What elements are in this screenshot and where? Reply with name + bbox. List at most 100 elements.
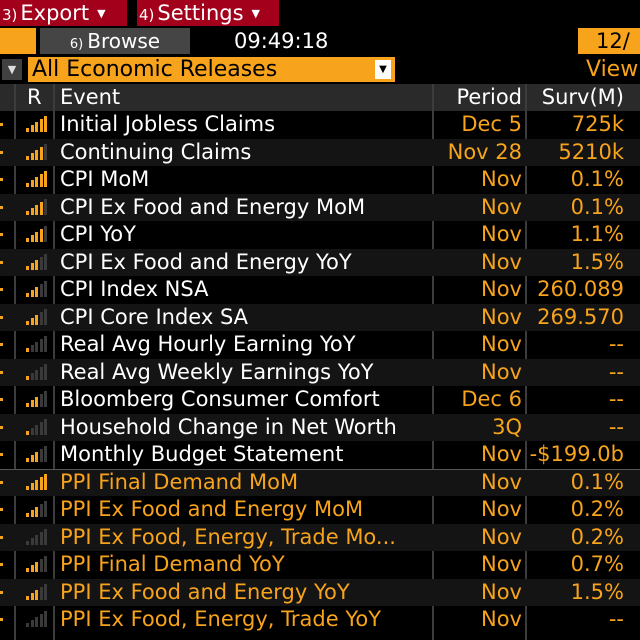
relevance-bar [30,537,34,545]
release-filter-dropdown[interactable]: All Economic Releases ▼ [28,57,395,82]
table-row[interactable]: Monthly Budget Statement Nov -$199.0b [0,441,640,469]
event-name: Continuing Claims [60,139,252,164]
relevance-bar [35,507,38,517]
relevance-bar [26,375,29,380]
relevance-bar [44,556,47,572]
relevance-bars-icon [26,336,48,352]
relevance-bar [30,235,34,242]
event-period: Nov [481,359,522,384]
table-row[interactable]: Initial Jobless Claims Dec 5 725k [0,111,640,139]
event-period: Nov [481,194,522,219]
relevance-bar [35,149,38,160]
relevance-bar [30,290,34,297]
group-divider [0,469,640,470]
relevance-bar [35,204,38,215]
table-row[interactable]: CPI MoM Nov 0.1% [0,166,640,194]
event-survey: 0.7% [570,552,624,576]
relevance-bar [30,317,34,325]
browse-label: Browse [87,29,161,53]
relevance-bar [30,565,34,572]
export-menu-button[interactable]: 3) Export ▼ [0,0,127,26]
table-row[interactable]: Continuing Claims Nov 28 5210k [0,138,640,166]
relevance-bar [35,314,38,325]
table-row[interactable]: PPI Final Demand YoY Nov 0.7% [0,551,640,579]
relevance-bar [30,152,34,160]
relevance-bar [26,183,29,187]
relevance-bar [26,155,29,160]
relevance-bar [39,504,43,517]
export-label: Export [20,1,90,25]
toolbar-action-button[interactable] [0,28,36,54]
table-row[interactable]: CPI YoY Nov 1.1% [0,221,640,249]
table-row[interactable]: Bloomberg Consumer Comfort Dec 6 -- [0,386,640,414]
event-period: Nov [481,552,522,576]
relevance-bar [26,430,29,435]
table-row[interactable]: Real Avg Weekly Earnings YoY Nov -- [0,358,640,386]
event-survey: 0.1% [570,194,624,219]
event-name: PPI Ex Food and Energy YoY [60,579,350,604]
relevance-bar [26,513,29,517]
relevance-bar [44,473,47,490]
export-hotkey: 3) [2,6,18,24]
relevance-bar [39,284,43,297]
event-survey: 725k [571,112,624,136]
row-marker [0,398,3,401]
event-period: Dec 5 [461,112,522,136]
table-row[interactable]: CPI Ex Food and Energy MoM Nov 0.1% [0,193,640,221]
column-header-event[interactable]: Event [60,85,121,109]
settings-menu-button[interactable]: 4) Settings ▼ [137,0,279,26]
column-header-period[interactable]: Period [456,85,522,109]
table-row[interactable]: PPI Ex Food and Energy MoM Nov 0.2% [0,496,640,524]
relevance-bar [44,198,47,215]
table-row[interactable]: Household Change in Net Worth 3Q -- [0,413,640,441]
event-name: PPI Ex Food, Energy, Trade YoY [60,607,382,631]
chevron-down-icon[interactable]: ▼ [375,60,391,79]
relevance-bars-icon [26,363,48,380]
table-row[interactable]: PPI Ex Food, Energy, Trade YoY Nov -- [0,606,640,634]
date-field[interactable]: 12/ [578,28,640,54]
column-header-r[interactable]: R [27,85,42,109]
row-marker [0,535,3,539]
table-row[interactable]: Real Avg Hourly Earning YoY Nov -- [0,331,640,359]
relevance-bars-icon [26,473,48,490]
event-period: Nov [481,332,522,356]
relevance-bar [39,394,43,407]
table-header: R Event Period Surv(M) [0,84,640,111]
row-marker [0,123,3,126]
event-period: Dec 6 [461,387,522,411]
relevance-bar [26,320,29,325]
relevance-bar [26,403,29,407]
event-period: Nov [481,304,522,329]
relevance-bar [39,559,43,572]
event-name: PPI Ex Food, Energy, Trade Mo... [60,524,396,549]
relevance-bar [44,253,47,270]
table-row[interactable]: CPI Core Index SA Nov 269.570 [0,303,640,331]
relevance-bar [39,531,43,545]
event-name: CPI YoY [60,222,136,246]
event-survey: -- [608,359,624,384]
relevance-bar [44,363,47,380]
relevance-bar [44,583,47,600]
relevance-bar [39,449,43,462]
relevance-bar [35,534,38,545]
relevance-bar [26,458,29,462]
view-button[interactable]: View [586,57,639,82]
event-survey: 1.5% [570,579,624,604]
event-period: Nov [481,607,522,631]
relevance-bar [44,116,47,132]
table-row[interactable]: PPI Ex Food and Energy YoY Nov 1.5% [0,578,640,606]
table-row[interactable]: PPI Ex Food, Energy, Trade Mo... Nov 0.2% [0,523,640,551]
event-period: Nov [481,277,522,301]
column-header-survey[interactable]: Surv(M) [541,85,624,109]
table-row[interactable]: CPI Index NSA Nov 260.089 [0,276,640,304]
event-survey: 0.1% [570,167,624,191]
event-period: Nov 28 [447,139,522,164]
chevron-down-icon: ▼ [251,7,261,20]
chevron-down-icon[interactable]: ▼ [2,59,22,80]
table-row[interactable]: PPI Final Demand MoM Nov 0.1% [0,468,640,496]
table-row[interactable]: CPI Ex Food and Energy YoY Nov 1.5% [0,248,640,276]
event-name: CPI Ex Food and Energy MoM [60,194,366,219]
relevance-bars-icon [26,116,48,132]
relevance-bar [44,143,47,160]
browse-button[interactable]: 6) Browse [40,28,190,54]
